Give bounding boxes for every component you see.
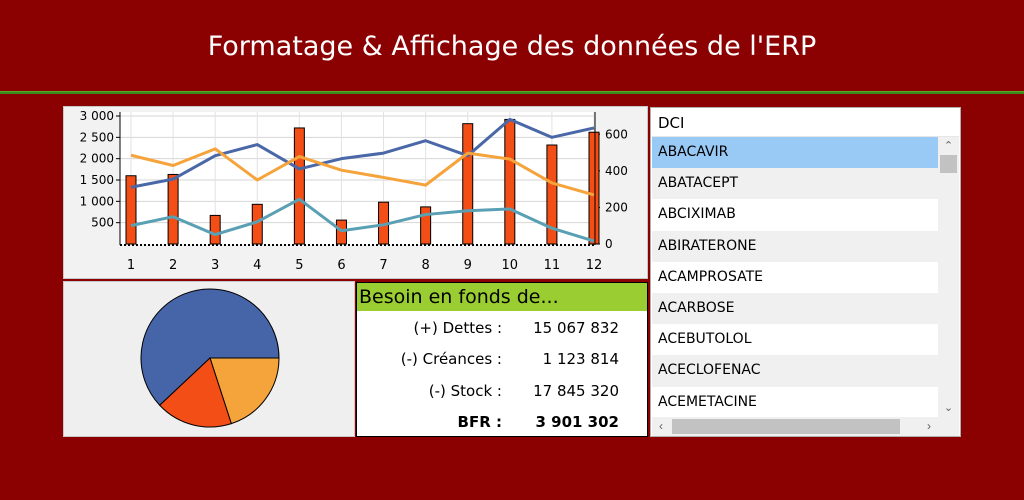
- bfr-row-total: BFR : 3 901 302: [357, 413, 647, 437]
- x-tick-label: 4: [253, 258, 261, 273]
- bfr-value: 1 123 814: [542, 350, 619, 368]
- x-tick-label: 7: [379, 258, 387, 273]
- y-tick-label: 1 000: [80, 194, 114, 208]
- dci-listbox[interactable]: DCI ABACAVIR ABATACEPT ABCIXIMAB ABIRATERON…: [650, 107, 961, 437]
- x-tick-label: 1: [127, 258, 135, 273]
- bar: [504, 118, 516, 245]
- y-tick-label: 2 000: [80, 152, 114, 166]
- horizontal-scroll-thumb[interactable]: [672, 419, 900, 434]
- bar: [546, 144, 558, 245]
- y2-tick-label: 200: [605, 200, 628, 214]
- x-tick-label: 9: [464, 258, 472, 273]
- bfr-total-label: BFR :: [457, 413, 502, 431]
- pie-chart: [140, 288, 280, 428]
- y-tick-label: 2 500: [80, 130, 114, 144]
- bfr-row-stock: (-) Stock : 17 845 320: [357, 382, 647, 406]
- title-bar: Formatage & Affichage des données de l'E…: [0, 0, 1024, 92]
- bfr-label: (-) Créances :: [400, 350, 502, 368]
- list-item[interactable]: ACEBUTOLOL: [658, 331, 752, 348]
- bar: [293, 127, 305, 245]
- header-divider: [0, 91, 1024, 94]
- x-tick-label: 2: [169, 258, 177, 273]
- vertical-scrollbar[interactable]: ⌃ ⌄: [938, 137, 959, 417]
- chevron-right-icon[interactable]: ›: [927, 419, 931, 433]
- x-tick-label: 3: [211, 258, 219, 273]
- x-tick-label: 11: [544, 258, 561, 273]
- x-tick-label: 12: [586, 258, 603, 273]
- horizontal-scrollbar[interactable]: ‹ ›: [652, 417, 938, 436]
- bar: [125, 175, 137, 245]
- bar: [588, 131, 600, 245]
- pie-slice: [140, 288, 280, 406]
- combo-chart-panel: 3 000 2 500 2 000 1 500 1 000 500 600 400 200 0 1 2…: [63, 106, 648, 279]
- list-item[interactable]: ACAMPROSATE: [658, 268, 763, 285]
- pie-slice: [209, 357, 280, 425]
- chevron-left-icon[interactable]: ‹: [659, 419, 663, 433]
- bar: [209, 214, 221, 245]
- list-item[interactable]: ABACAVIR: [652, 137, 938, 169]
- list-items: ABACAVIR ABATACEPT ABCIXIMAB ABIRATERONE ACA…: [652, 137, 938, 417]
- list-item[interactable]: ACEMETACINE: [658, 393, 757, 410]
- bfr-row-creances: (-) Créances : 1 123 814: [357, 350, 647, 374]
- list-item[interactable]: ABCIXIMAB: [658, 206, 736, 223]
- series-line: [130, 147, 595, 197]
- bar: [420, 206, 432, 245]
- list-item[interactable]: ABATACEPT: [652, 168, 938, 200]
- bfr-value: 15 067 832: [533, 319, 619, 337]
- pie-chart-panel: [63, 281, 355, 437]
- pie-slice: [158, 357, 232, 428]
- vertical-scroll-thumb[interactable]: [940, 155, 957, 173]
- list-column-header[interactable]: DCI: [652, 109, 959, 137]
- page-title: Formatage & Affichage des données de l'E…: [207, 30, 817, 62]
- x-tick-label: 6: [337, 258, 345, 273]
- list-item[interactable]: ACARBOSE: [652, 292, 938, 325]
- bfr-row-dettes: (+) Dettes : 15 067 832: [357, 319, 647, 343]
- bfr-label: (-) Stock :: [428, 382, 502, 400]
- y-tick-label: 3 000: [80, 109, 114, 123]
- chevron-down-icon[interactable]: ⌄: [943, 402, 954, 414]
- y2-tick-label: 400: [605, 164, 628, 178]
- series-line: [130, 117, 595, 189]
- bfr-panel: Besoin en fonds de... (+) Dettes : 15 06…: [356, 282, 648, 437]
- bar: [167, 173, 179, 245]
- list-item[interactable]: ABIRATERONE: [652, 230, 938, 262]
- list-item[interactable]: ACECLOFENAC: [652, 355, 938, 387]
- bfr-title: Besoin en fonds de...: [357, 283, 647, 311]
- bar: [462, 123, 474, 245]
- x-tick-label: 5: [295, 258, 303, 273]
- y2-tick-label: 600: [605, 127, 628, 141]
- x-tick-label: 10: [502, 258, 519, 273]
- y-tick-label: 500: [91, 216, 114, 230]
- bfr-label: (+) Dettes :: [413, 319, 502, 337]
- series-line: [130, 197, 595, 243]
- bfr-total-value: 3 901 302: [535, 413, 619, 431]
- x-tick-label: 8: [421, 258, 429, 273]
- scrollbar-corner: [938, 417, 959, 436]
- bfr-value: 17 845 320: [533, 382, 619, 400]
- chevron-up-icon[interactable]: ⌃: [943, 140, 954, 152]
- y-tick-label: 1 500: [80, 173, 114, 187]
- y2-tick-label: 0: [605, 237, 613, 251]
